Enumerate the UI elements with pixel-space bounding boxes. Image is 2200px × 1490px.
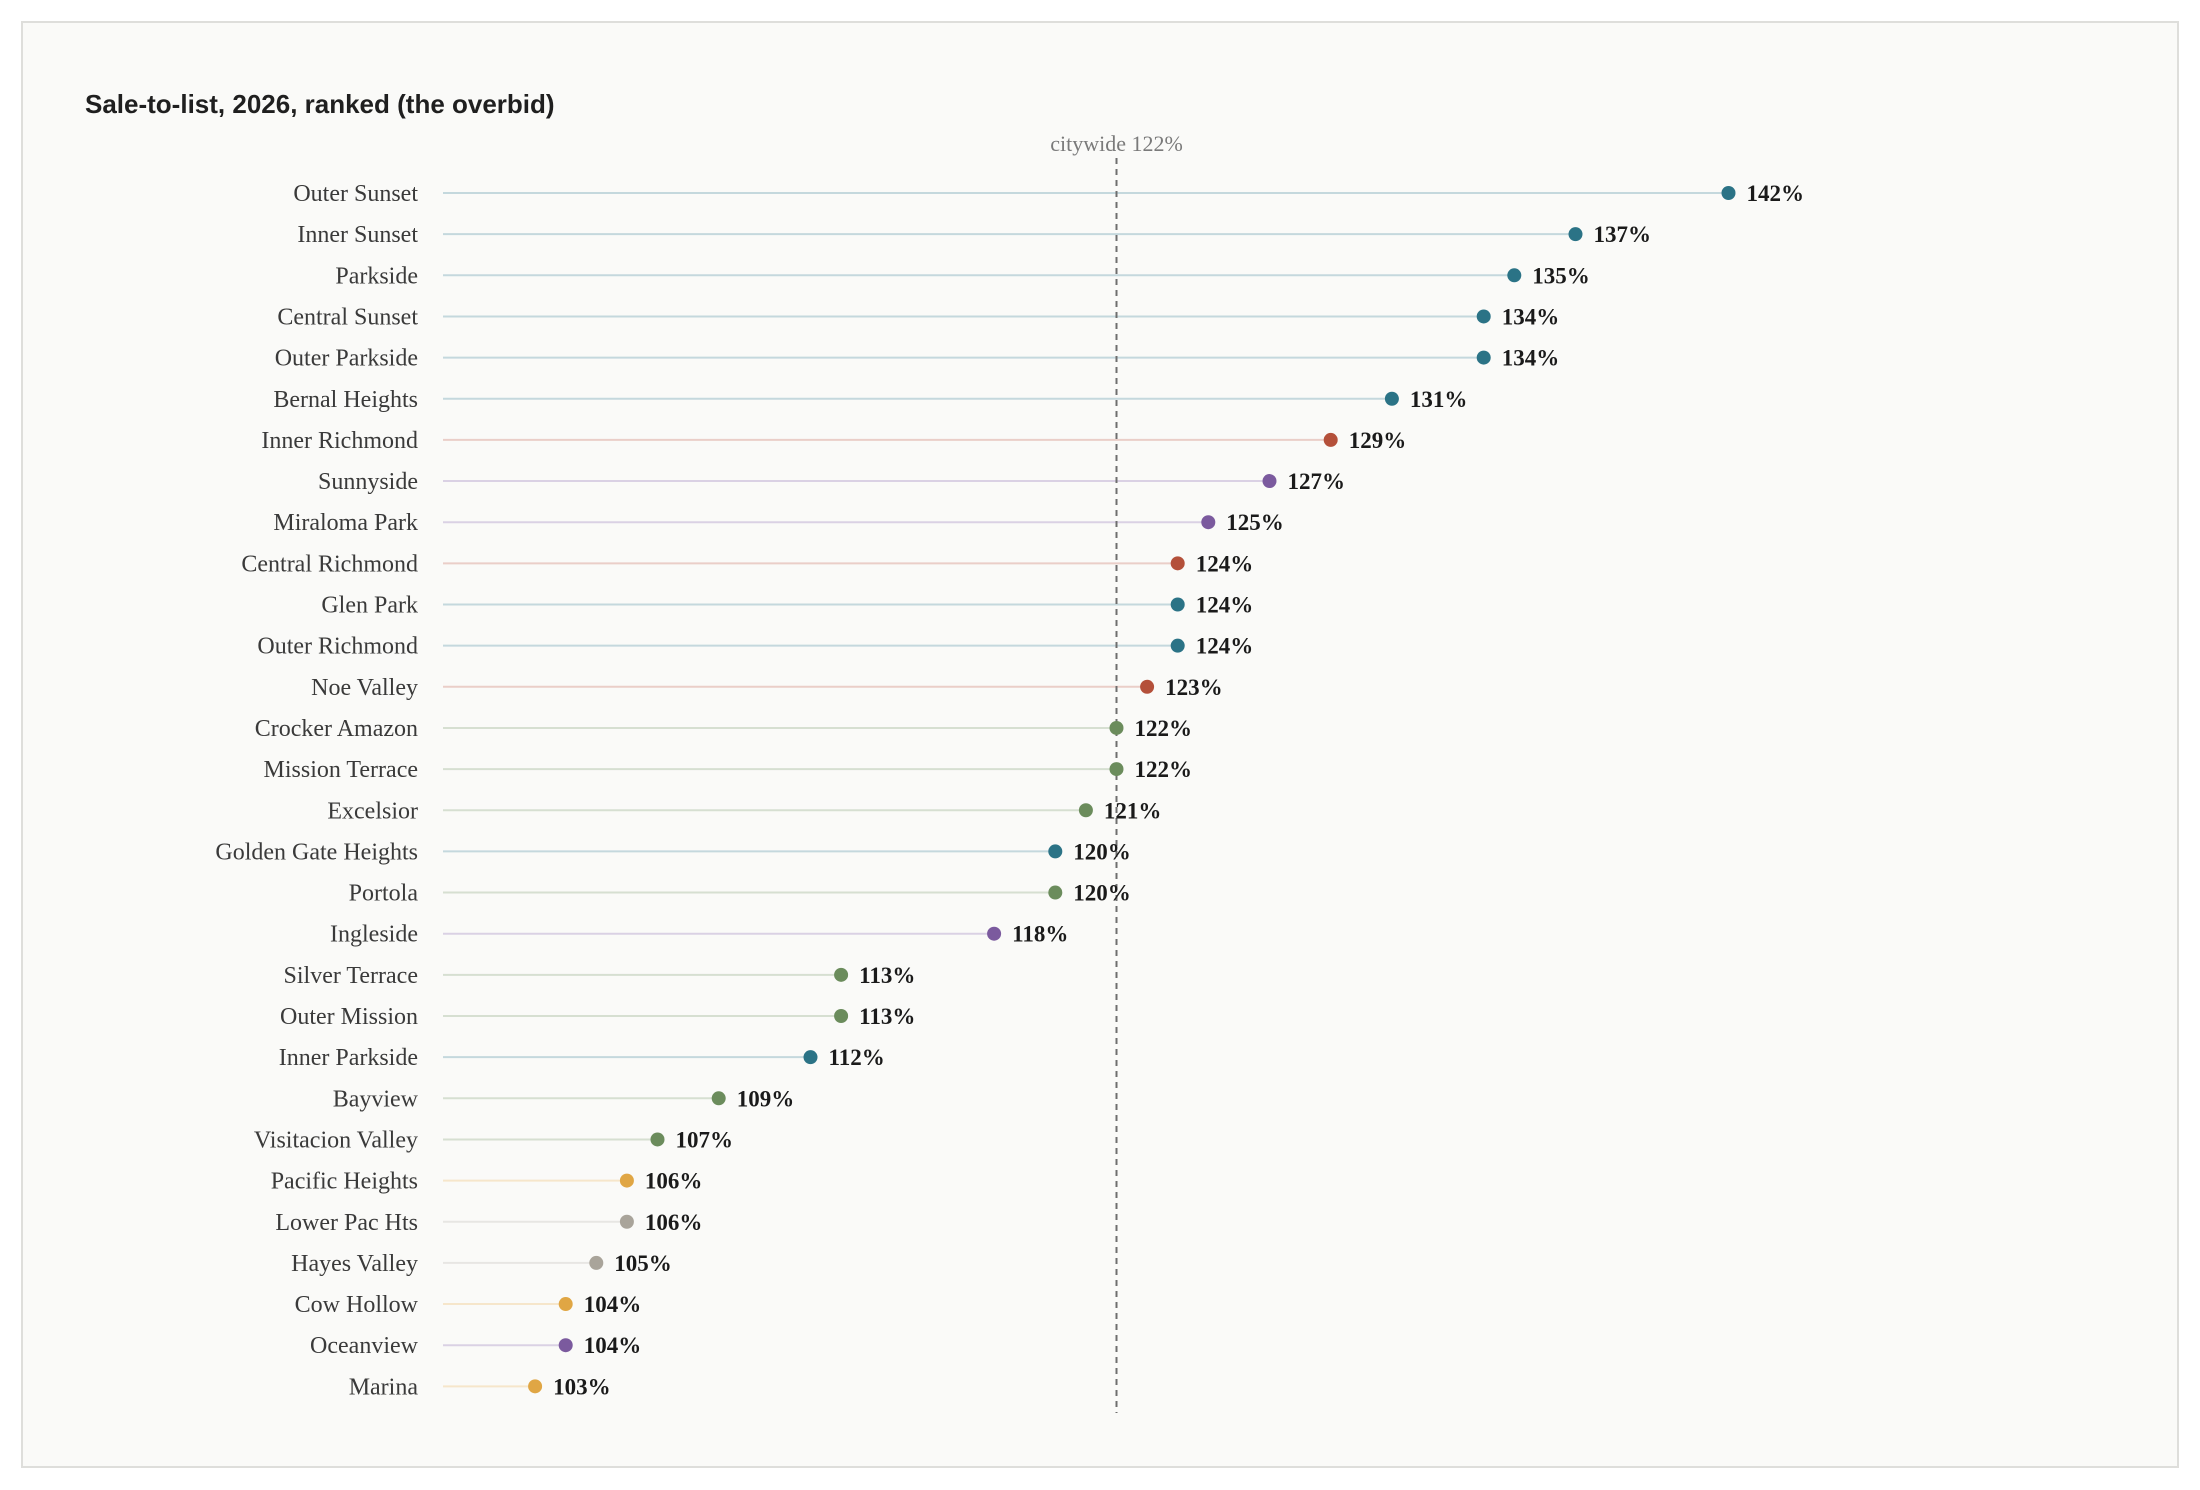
value-label: 107% [676, 1127, 734, 1152]
category-label: Central Sunset [277, 304, 418, 330]
category-label: Golden Gate Heights [215, 839, 418, 865]
data-point [1170, 597, 1185, 612]
value-label: 122% [1135, 757, 1193, 782]
value-label: 121% [1104, 798, 1162, 823]
category-label: Outer Sunset [293, 181, 418, 207]
value-label: 109% [737, 1086, 795, 1111]
data-point [1048, 885, 1063, 900]
chart-card: Sale-to-list, 2026, ranked (the overbid) [21, 21, 2179, 1468]
value-label: 123% [1165, 675, 1223, 700]
category-label: Crocker Amazon [255, 716, 418, 742]
category-label: Central Richmond [241, 551, 418, 577]
data-point [1721, 186, 1736, 200]
category-label: Inner Parkside [279, 1045, 418, 1071]
category-label: Excelsior [327, 798, 418, 824]
category-label: Glen Park [321, 593, 418, 619]
category-label: Bayview [333, 1086, 419, 1112]
data-point [1109, 762, 1124, 777]
value-label: 131% [1410, 387, 1468, 412]
category-label: Mission Terrace [264, 757, 419, 783]
category-label: Outer Parkside [275, 346, 418, 372]
value-label: 120% [1073, 881, 1131, 906]
stems-group [443, 192, 1729, 1388]
value-label: 127% [1288, 469, 1346, 494]
category-label: Miraloma Park [273, 510, 418, 536]
value-label: 113% [859, 963, 915, 988]
data-point [1048, 844, 1063, 859]
value-label: 124% [1196, 634, 1254, 659]
value-label: 105% [614, 1251, 672, 1276]
category-label: Portola [349, 881, 419, 907]
data-point [1507, 268, 1522, 283]
category-label: Silver Terrace [284, 963, 418, 989]
value-label: 106% [645, 1169, 703, 1194]
value-label: 106% [645, 1210, 703, 1235]
value-label: 134% [1502, 304, 1560, 329]
data-point [711, 1091, 726, 1106]
data-point [1170, 638, 1185, 653]
category-label: Oceanview [310, 1333, 419, 1359]
value-label: 129% [1349, 428, 1407, 453]
category-label: Inner Sunset [297, 222, 418, 248]
value-label: 124% [1196, 593, 1254, 618]
value-label: 124% [1196, 551, 1254, 576]
value-label: 125% [1226, 510, 1284, 535]
category-label: Pacific Heights [271, 1169, 418, 1195]
category-label: Hayes Valley [291, 1251, 418, 1277]
value-label: 134% [1502, 346, 1560, 371]
data-point [528, 1379, 543, 1394]
chart-title: Sale-to-list, 2026, ranked (the overbid) [85, 89, 555, 119]
category-label: Visitacion Valley [254, 1127, 418, 1153]
data-point [1568, 227, 1583, 242]
data-point [1323, 432, 1338, 447]
value-label: 113% [859, 1004, 915, 1029]
category-label: Noe Valley [311, 675, 418, 701]
data-point [1201, 515, 1216, 530]
data-point [1140, 679, 1155, 694]
category-label: Bernal Heights [273, 387, 418, 413]
data-point [650, 1132, 665, 1147]
category-label: Ingleside [330, 922, 418, 948]
category-label: Cow Hollow [295, 1292, 419, 1318]
data-point [803, 1050, 818, 1065]
data-point [1078, 803, 1093, 818]
value-label: 142% [1747, 181, 1805, 206]
value-label: 118% [1012, 922, 1068, 947]
data-point [834, 967, 849, 982]
category-label: Lower Pac Hts [275, 1210, 418, 1236]
data-point [619, 1214, 634, 1229]
reference-label: citywide 122% [1050, 131, 1183, 156]
data-point [558, 1297, 573, 1312]
value-label: 104% [584, 1333, 642, 1358]
value-label: 137% [1594, 222, 1652, 247]
data-point [619, 1173, 634, 1188]
reference-group: citywide 122% [1050, 131, 1183, 1413]
data-point [1109, 720, 1124, 735]
value-label: 120% [1073, 839, 1131, 864]
value-label: 135% [1532, 263, 1590, 288]
value-label: 103% [553, 1374, 611, 1399]
data-point [1170, 556, 1185, 571]
category-label: Marina [349, 1374, 419, 1400]
data-point [987, 926, 1002, 941]
data-point [834, 1009, 849, 1023]
category-labels-group: Outer Sunset Inner Sunset Parkside Central … [215, 181, 418, 1400]
category-label: Inner Richmond [261, 428, 418, 454]
value-label: 122% [1135, 716, 1193, 741]
dots-group [528, 186, 1736, 1394]
category-label: Outer Richmond [257, 634, 418, 660]
data-point [1262, 474, 1277, 489]
data-point [558, 1338, 573, 1353]
category-label: Sunnyside [318, 469, 418, 495]
data-point [589, 1255, 604, 1270]
value-label: 104% [584, 1292, 642, 1317]
data-point [1476, 309, 1491, 324]
value-label: 112% [829, 1045, 885, 1070]
data-point [1476, 350, 1491, 365]
value-labels-group: 142% 137%135% 134% 134% 131%129%127%125% 124%… [553, 181, 1804, 1399]
category-label: Outer Mission [280, 1004, 418, 1030]
data-point [1384, 391, 1399, 406]
category-label: Parkside [335, 263, 418, 289]
